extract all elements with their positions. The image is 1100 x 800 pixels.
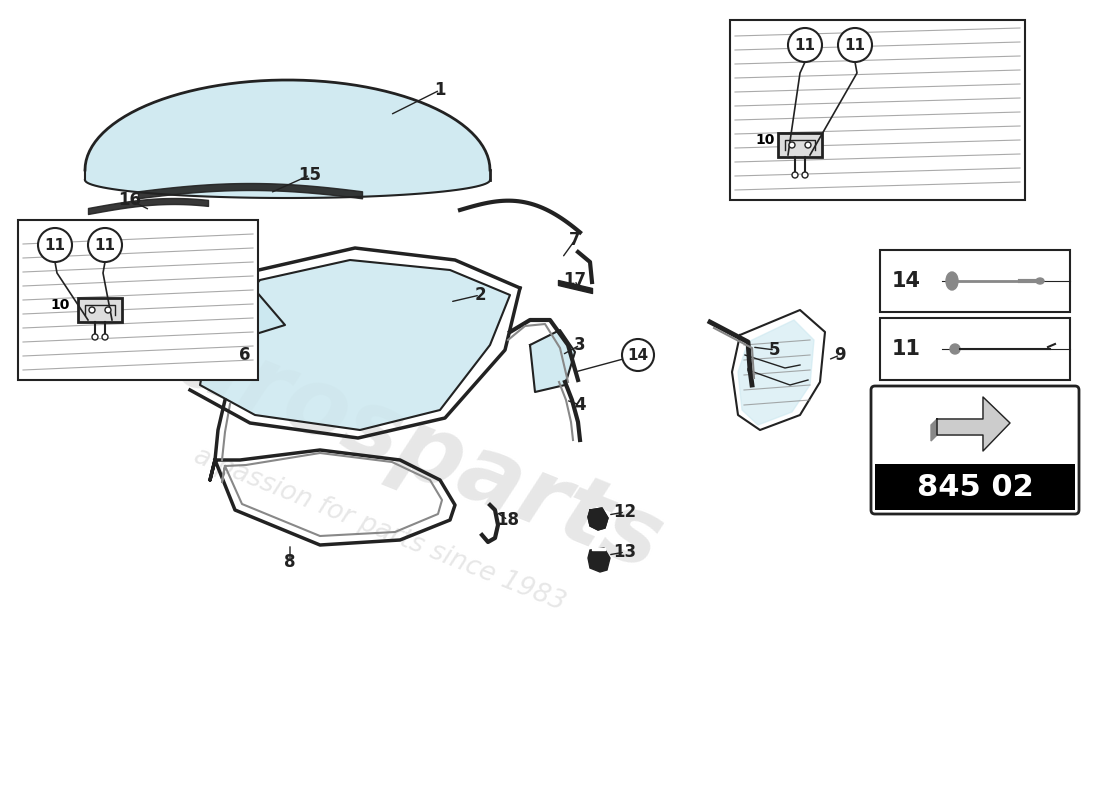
Text: a passion for parts since 1983: a passion for parts since 1983 [190, 443, 570, 617]
Circle shape [92, 334, 98, 340]
Circle shape [838, 28, 872, 62]
Circle shape [89, 307, 95, 313]
Polygon shape [85, 80, 490, 198]
Text: 13: 13 [614, 543, 637, 561]
Text: 2: 2 [474, 286, 486, 304]
Text: 3: 3 [574, 336, 586, 354]
Text: 8: 8 [284, 553, 296, 571]
FancyBboxPatch shape [874, 464, 1075, 510]
Text: 5: 5 [769, 341, 781, 359]
Polygon shape [738, 320, 814, 425]
Text: 11: 11 [845, 38, 866, 53]
Text: 1: 1 [434, 81, 446, 99]
Circle shape [88, 228, 122, 262]
Text: 6: 6 [240, 346, 251, 364]
Polygon shape [588, 508, 608, 530]
Polygon shape [931, 419, 937, 441]
FancyBboxPatch shape [880, 318, 1070, 380]
FancyBboxPatch shape [778, 133, 822, 157]
Text: 16: 16 [119, 191, 142, 209]
Text: 15: 15 [298, 166, 321, 184]
Text: 14: 14 [627, 347, 649, 362]
Polygon shape [937, 397, 1010, 451]
Polygon shape [200, 260, 510, 430]
Ellipse shape [946, 272, 958, 290]
Text: 9: 9 [834, 346, 846, 364]
Ellipse shape [1036, 278, 1044, 284]
Text: 11: 11 [892, 339, 921, 359]
Polygon shape [185, 290, 285, 342]
Text: 845 02: 845 02 [916, 473, 1033, 502]
Text: 17: 17 [563, 271, 586, 289]
Text: 14: 14 [892, 271, 921, 291]
FancyBboxPatch shape [871, 386, 1079, 514]
Text: 11: 11 [95, 238, 116, 253]
Circle shape [792, 172, 798, 178]
Text: 4: 4 [574, 396, 586, 414]
Text: 10: 10 [51, 298, 69, 312]
FancyBboxPatch shape [18, 220, 258, 380]
Text: 12: 12 [614, 503, 637, 521]
Circle shape [789, 142, 795, 148]
Polygon shape [588, 548, 610, 572]
Circle shape [39, 228, 72, 262]
Text: 11: 11 [794, 38, 815, 53]
FancyBboxPatch shape [880, 250, 1070, 312]
FancyBboxPatch shape [78, 298, 122, 322]
Polygon shape [530, 330, 575, 392]
Circle shape [788, 28, 822, 62]
Circle shape [802, 172, 808, 178]
FancyBboxPatch shape [730, 20, 1025, 200]
Circle shape [621, 339, 654, 371]
Circle shape [102, 334, 108, 340]
Circle shape [805, 142, 811, 148]
Text: 11: 11 [44, 238, 66, 253]
Circle shape [104, 307, 111, 313]
Text: 7: 7 [569, 231, 581, 249]
Text: 18: 18 [496, 511, 519, 529]
Circle shape [950, 344, 960, 354]
Text: 10: 10 [756, 133, 774, 147]
Text: eurosparts: eurosparts [104, 289, 675, 591]
